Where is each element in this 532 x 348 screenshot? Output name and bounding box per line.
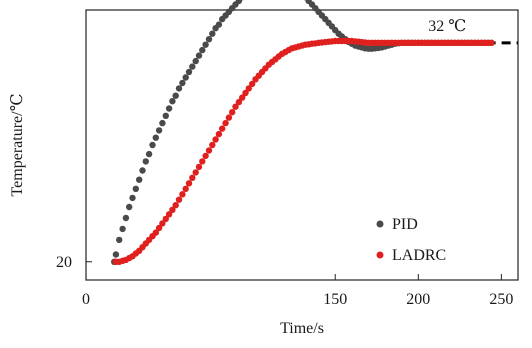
ladrc-point (179, 191, 186, 198)
pid-point (162, 112, 169, 120)
ladrc-point (212, 136, 219, 143)
ladrc-point (488, 39, 495, 46)
pid-point (169, 98, 176, 105)
ladrc-point (185, 180, 193, 187)
pid-point (149, 141, 156, 149)
ladrc-point (239, 94, 246, 101)
legend-marker-ladrc (376, 251, 384, 259)
pid-point (145, 150, 153, 158)
ladrc-point (159, 220, 166, 227)
ladrc-point (219, 125, 226, 132)
pid-point (112, 251, 120, 258)
pid-point (122, 214, 130, 222)
x-tick-label: 250 (489, 291, 513, 308)
pid-point (185, 68, 193, 76)
ladrc-point (222, 119, 229, 127)
legend-label-ladrc: LADRC (392, 247, 446, 264)
ladrc-point (169, 206, 176, 213)
ladrc-point (172, 202, 179, 209)
plot-frame (85, 9, 519, 281)
ladrc-point (202, 152, 209, 160)
annotation-32c: 32 ℃ (428, 18, 466, 35)
legend-marker-pid (376, 220, 384, 228)
pid-point (172, 92, 179, 99)
ladrc-point (192, 169, 199, 176)
x-ticks: 0 150 200 250 (82, 274, 513, 308)
pid-point (179, 79, 186, 87)
ladrc-point (199, 158, 206, 165)
pid-point (155, 127, 163, 134)
pid-point (159, 119, 166, 127)
ladrc-point (242, 89, 249, 97)
ladrc-point (189, 174, 196, 181)
pid-point (152, 134, 159, 141)
pid-point (116, 236, 123, 244)
pid-point (192, 57, 199, 65)
legend: PID LADRC (376, 216, 446, 264)
pid-point (175, 85, 183, 92)
pid-point (205, 36, 213, 43)
y-tick-label: 20 (56, 254, 72, 271)
ladrc-point (215, 130, 223, 138)
ladrc-point (229, 109, 236, 116)
pid-point (136, 176, 143, 183)
ladrc-point (182, 185, 189, 192)
series-ladrc (112, 37, 495, 265)
ladrc-point (195, 163, 203, 171)
pid-point (195, 52, 203, 59)
y-ticks: 20 (56, 254, 92, 271)
pid-point (189, 63, 196, 70)
series-pid (111, 0, 495, 265)
pid-point (209, 30, 216, 37)
ladrc-point (245, 85, 252, 92)
ladrc-point (165, 211, 173, 218)
ladrc-point (225, 114, 233, 121)
pid-point (119, 225, 126, 233)
ladrc-point (209, 141, 216, 149)
ladrc-point (235, 98, 243, 106)
pid-point (202, 41, 209, 48)
pid-point (215, 21, 223, 28)
ladrc-point (232, 103, 239, 110)
pid-point (129, 194, 136, 202)
ladrc-point (205, 147, 213, 154)
pid-point (235, 0, 243, 5)
x-tick-label: 200 (406, 291, 430, 308)
y-axis-title: Temperature/℃ (9, 94, 26, 197)
ladrc-point (175, 196, 183, 203)
ladrc-point (155, 224, 163, 232)
ladrc-point (152, 229, 159, 236)
pid-point (199, 46, 206, 54)
pid-point (165, 105, 173, 112)
ladrc-point (162, 215, 169, 223)
ladrc-point (249, 80, 256, 88)
pid-point (139, 167, 146, 174)
pid-point (182, 74, 189, 81)
pid-point (126, 203, 133, 211)
x-tick-label: 150 (323, 291, 347, 308)
pid-point (142, 158, 149, 165)
legend-label-pid: PID (392, 216, 418, 233)
x-axis-title: Time/s (280, 320, 324, 337)
pid-point (132, 185, 139, 192)
x-tick-label: 0 (82, 291, 90, 308)
